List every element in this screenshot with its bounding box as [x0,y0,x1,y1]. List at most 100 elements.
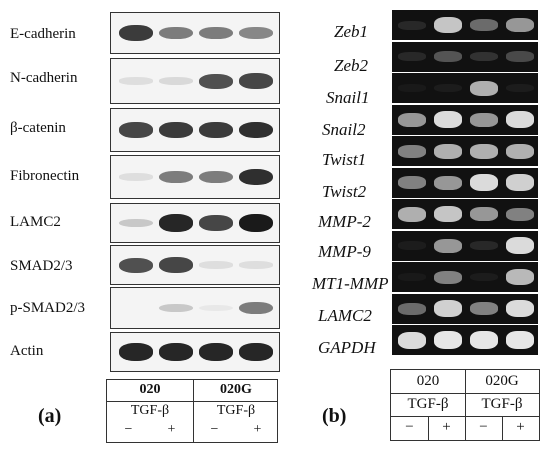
treatment-label: TGF-β [130,403,170,418]
gel-lane-row-4 [392,104,538,135]
gel-band [470,331,498,349]
gel-band [506,18,534,32]
gene-label: Snail2 [322,120,366,139]
gene-label: MMP-9 [318,242,371,261]
row-label: p-SMAD2/3 [10,300,86,316]
gene-label: MT1-MMP [312,274,389,293]
blot-band [119,77,153,85]
gel-band [506,300,534,317]
blot-band [159,214,193,232]
gel-band [398,112,426,127]
treatment-label: TGF-β [481,396,523,412]
divider [391,393,539,394]
gene-label: LAMC2 [318,306,372,325]
gel-band [434,175,462,190]
sign-label: − [210,422,219,437]
blot-band [199,215,233,231]
gene-label: Twist2 [322,182,367,201]
blot-band [119,24,153,42]
blot-band [239,214,273,232]
gel-band [434,206,462,222]
gel-band [470,19,498,31]
treatment-label: TGF-β [216,403,256,418]
divider [502,416,503,440]
condition-table-a: 020 020G TGF-β TGF-β − + − + [106,379,278,443]
gel-lane-row-7 [392,199,538,229]
gel-lane-row-9 [392,262,538,292]
gel-band [434,111,462,128]
gel-band [506,111,534,128]
gel-band [398,241,426,250]
blot-band [199,170,233,184]
sign-label: − [479,419,488,435]
gel-band [470,112,498,127]
gel-lane-row-1 [392,10,538,40]
sign-label: + [253,422,262,437]
blot-band [159,26,193,40]
gel-band [470,302,498,315]
gene-label: Zeb2 [334,56,368,75]
gel-lane-row-5 [392,136,538,166]
blot-band [199,304,233,312]
row-label: SMAD2/3 [10,258,73,274]
sign-label: + [167,422,176,437]
gel-band [434,300,462,317]
gel-band [470,241,498,250]
divider [193,380,194,442]
blot-band [119,257,153,273]
row-label: E-cadherin [10,26,76,42]
blot-band [119,218,153,228]
group-label: 020 [139,382,161,397]
blot-band [239,168,273,186]
gel-lane-row-10 [392,293,538,324]
gel-band [398,206,426,222]
panel-label: (a) [38,405,62,427]
gel-band [398,84,426,92]
blot-band [119,343,153,361]
condition-table-b: 020 020G TGF-β TGF-β − + − + [390,369,540,441]
sign-label: − [405,419,414,435]
blot-band [159,303,193,313]
panel-label: (b) [322,405,347,427]
western-blot-5 [110,203,280,243]
gel-band [434,51,462,62]
gel-band [398,20,426,30]
group-label: 020G [220,382,252,397]
divider [391,416,539,417]
gel-band [506,207,534,221]
gel-band [398,273,426,281]
western-blot-1 [110,12,280,54]
blot-band [199,121,233,139]
gel-band [398,52,426,61]
row-label: N-cadherin [10,70,78,86]
gel-band [506,83,534,93]
treatment-label: TGF-β [407,396,449,412]
gel-band [398,144,426,158]
gel-lane-row-8 [392,230,538,261]
gene-label: MMP-2 [318,212,371,231]
western-blot-7 [110,287,280,329]
gel-band [470,207,498,221]
row-label: Fibronectin [10,168,80,184]
gel-band [470,51,498,62]
divider [465,370,466,440]
blot-band [159,343,193,361]
group-label: 020G [485,373,519,389]
divider [107,401,277,402]
western-blot-8 [110,332,280,372]
western-blot-6 [110,245,280,285]
gel-band [434,331,462,349]
blot-band [239,343,273,361]
blot-band [239,301,273,315]
blot-band [199,343,233,361]
blot-band [119,173,153,181]
gene-label: Snail1 [326,88,370,107]
gel-lane-row-11 [392,325,538,355]
group-label: 020 [416,373,440,389]
blot-band [159,257,193,273]
western-blot-2 [110,58,280,104]
sign-label: − [124,422,133,437]
sign-label: + [516,419,525,435]
gel-band [506,143,534,159]
gel-band [506,174,534,191]
